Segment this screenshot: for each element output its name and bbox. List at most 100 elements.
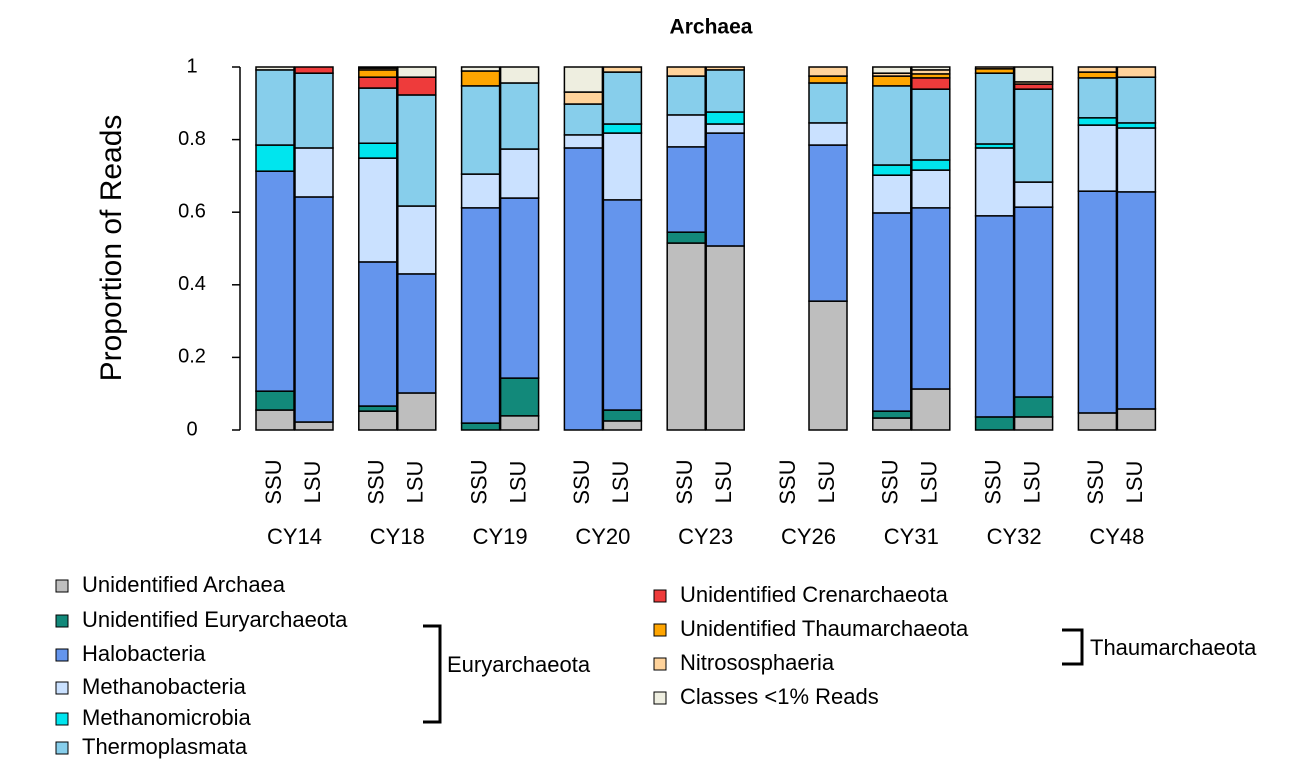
bar-segment: [872, 85, 912, 166]
bar-segment: [1077, 77, 1118, 119]
bar-segment: [808, 66, 848, 77]
bar-segment: [602, 66, 643, 73]
bar-segment: [1013, 396, 1054, 418]
bar-segment: [1013, 88, 1054, 183]
x-tick-label: SSU: [569, 459, 594, 504]
x-tick-label: SSU: [878, 459, 903, 504]
bar-segment: [499, 377, 540, 417]
legend-label: Methanomicrobia: [82, 705, 252, 730]
legend-swatch: [55, 614, 69, 628]
x-tick-label: LSU: [300, 461, 325, 504]
bar-segment: [808, 122, 848, 146]
x-tick-label: SSU: [364, 459, 389, 504]
bar-segment: [255, 409, 295, 431]
bar-segment: [358, 410, 398, 431]
bar-segment: [294, 66, 334, 74]
bar-segment: [460, 70, 501, 87]
bracket: [423, 624, 442, 724]
bar-segment: [911, 77, 951, 90]
bar-segment: [358, 157, 398, 263]
group-label: CY31: [884, 524, 939, 549]
bar-segment: [397, 392, 437, 431]
bar-segment: [1116, 191, 1157, 410]
bar-segment: [666, 66, 706, 77]
chart-title: Archaea: [670, 16, 753, 39]
legend-label: Unidentified Crenarchaeota: [680, 582, 949, 607]
bar-segment: [1013, 206, 1054, 398]
bar-segment: [1077, 412, 1118, 431]
bar-segment: [358, 69, 398, 78]
bar-segment: [499, 66, 540, 84]
legend-swatch: [653, 691, 667, 705]
group-label: CY14: [267, 524, 322, 549]
x-tick-label: SSU: [775, 459, 800, 504]
bar-segment: [255, 69, 295, 146]
group-label: CY26: [781, 524, 836, 549]
bar-segment: [808, 300, 848, 431]
bar-segment: [666, 75, 706, 116]
bar-segment: [872, 75, 912, 87]
bar-segment: [397, 94, 437, 207]
legend-swatch: [55, 681, 69, 695]
bar-segment: [460, 85, 501, 175]
bar-segment: [808, 144, 848, 302]
bar-segment: [255, 144, 295, 172]
y-tick-label: 0.8: [178, 128, 206, 150]
bar-segment: [1116, 408, 1157, 431]
bar-segment: [705, 132, 745, 247]
x-tick-label: SSU: [1083, 459, 1108, 504]
bar-segment: [1077, 71, 1118, 79]
bar-segment: [1013, 416, 1054, 431]
bar-segment: [1116, 76, 1157, 124]
annotation: Thaumarchaeota: [1090, 635, 1257, 660]
bar-segment: [808, 75, 848, 84]
annotation: Euryarchaeota: [447, 652, 591, 677]
bar-segment: [602, 199, 643, 411]
x-tick-label: LSU: [711, 461, 736, 504]
bar-segment: [911, 388, 951, 431]
x-tick-label: SSU: [466, 459, 491, 504]
bar-segment: [705, 69, 745, 113]
bar-segment: [499, 415, 540, 431]
bar-segment: [460, 422, 501, 431]
bar-segment: [1077, 190, 1118, 414]
legend-label: Halobacteria: [82, 641, 206, 666]
bar-segment: [872, 66, 912, 74]
bar-segment: [1116, 66, 1157, 78]
bar-segment: [666, 242, 706, 431]
bar-segment: [563, 66, 604, 93]
bracket: [1062, 628, 1084, 666]
bar-segment: [602, 409, 643, 422]
bar-segment: [460, 173, 501, 209]
bar-segment: [358, 76, 398, 89]
bar-segment: [563, 134, 604, 149]
legend-swatch: [653, 589, 667, 603]
bar-segment: [294, 72, 334, 149]
bar-segment: [911, 207, 951, 390]
legend-label: Unidentified Euryarchaeota: [82, 607, 348, 632]
legend-label: Nitrososphaeria: [680, 650, 835, 675]
bar-segment: [602, 420, 643, 431]
bar-segment: [974, 416, 1015, 431]
bar-segment: [1013, 66, 1054, 83]
bar-segment: [358, 405, 398, 412]
bar-segment: [358, 261, 398, 407]
group-label: CY18: [370, 524, 425, 549]
bar-segment: [1077, 117, 1118, 126]
bar-segment: [1077, 124, 1118, 192]
x-tick-label: SSU: [980, 459, 1005, 504]
legend-swatch: [55, 741, 69, 755]
x-tick-label: LSU: [1122, 461, 1147, 504]
x-tick-label: LSU: [1019, 461, 1044, 504]
group-label: CY23: [678, 524, 733, 549]
bar-segment: [872, 164, 912, 176]
x-tick-label: LSU: [814, 461, 839, 504]
bar-segment: [255, 390, 295, 411]
bar-segment: [602, 71, 643, 125]
legend-swatch: [653, 623, 667, 637]
bar-segment: [563, 91, 604, 105]
legend-swatch: [653, 657, 667, 671]
bar-segment: [911, 159, 951, 171]
bar-segment: [499, 197, 540, 379]
